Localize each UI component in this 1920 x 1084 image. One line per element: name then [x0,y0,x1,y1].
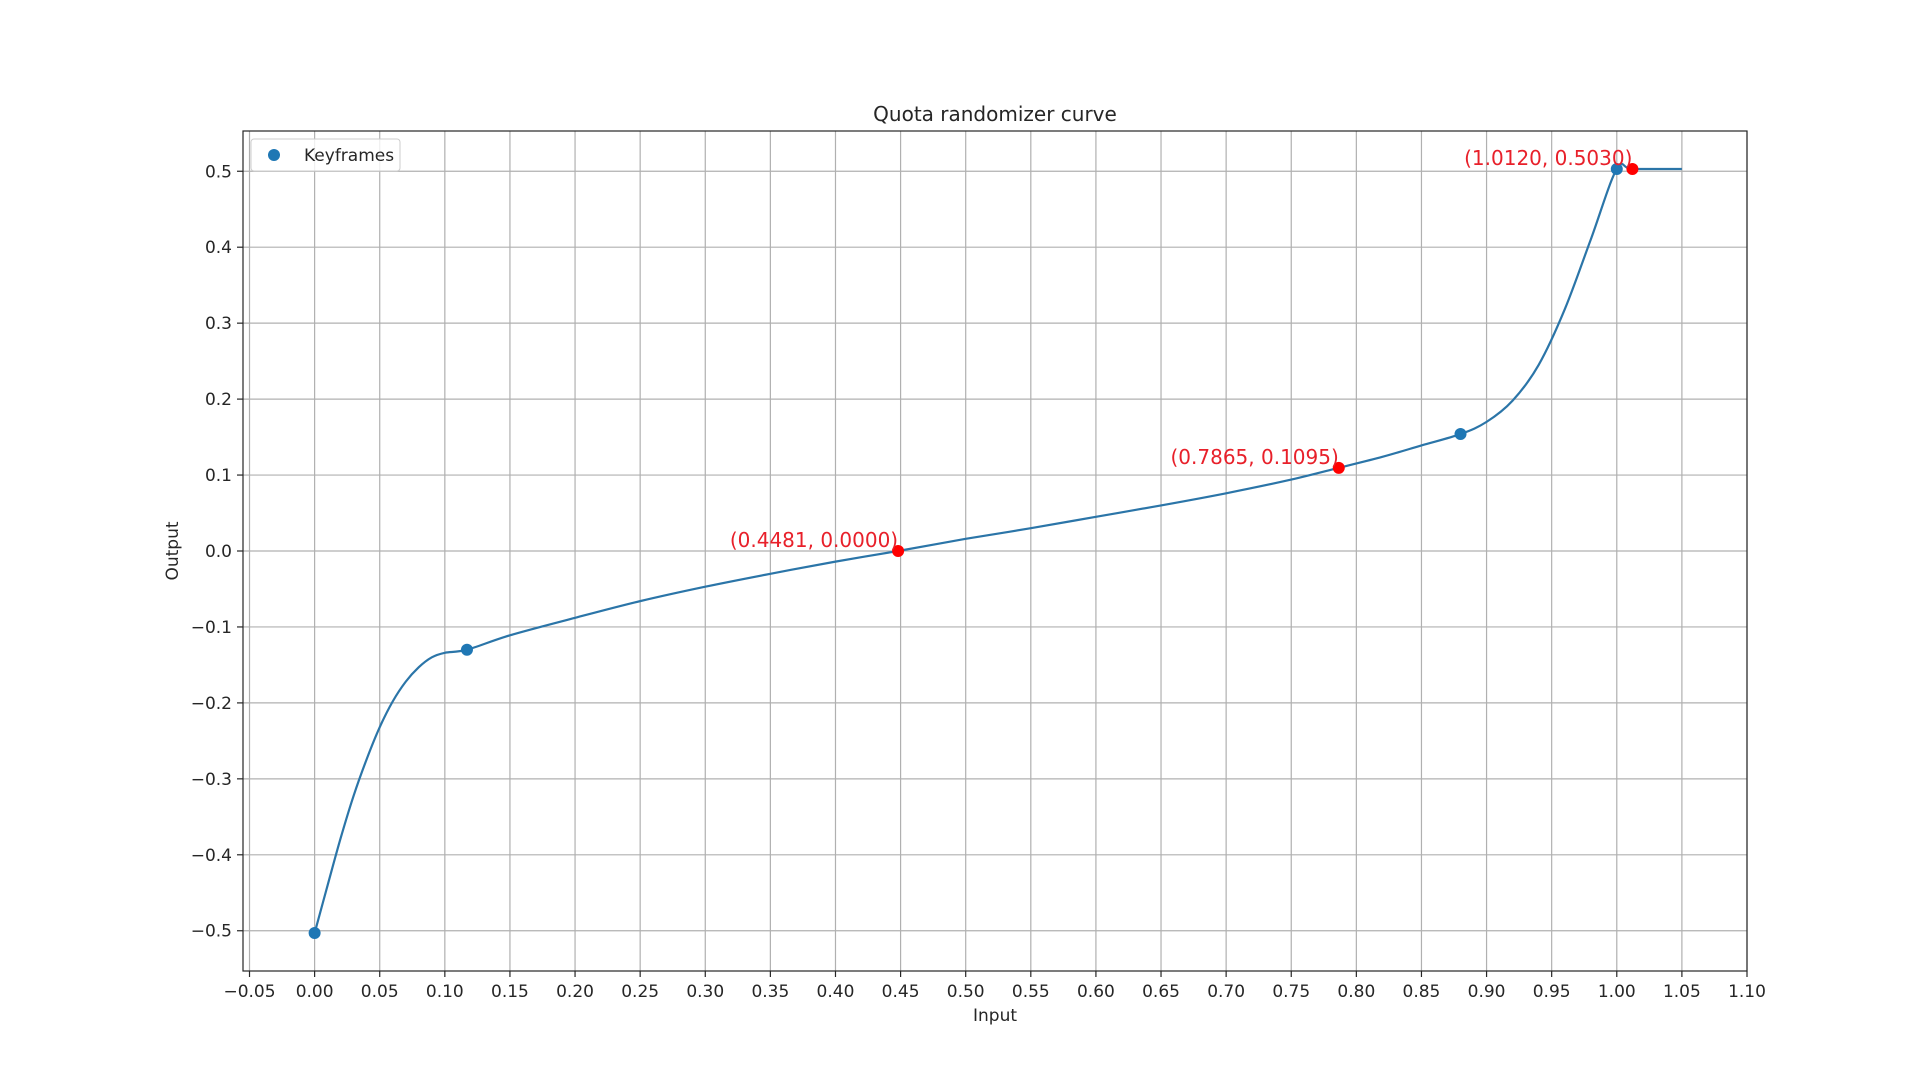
x-tick-label: 0.10 [426,982,464,1002]
x-tick-label: 0.50 [947,982,985,1002]
legend: Keyframes [250,138,401,172]
x-tick-label: 1.00 [1598,982,1636,1002]
y-tick-label: −0.3 [191,770,232,790]
x-tick-label: 0.80 [1337,982,1375,1002]
x-tick-label: 0.60 [1077,982,1115,1002]
legend-keyframe-marker [268,149,280,161]
keyframe-point [1610,162,1623,175]
keyframe-point [1454,428,1467,441]
x-tick-label: 0.65 [1142,982,1180,1002]
highlight-annotation: (1.0120, 0.5030) [1464,146,1632,170]
x-tick-label: 0.70 [1207,982,1245,1002]
grid-layer [243,131,1748,971]
keyframe-layer [308,162,1623,940]
highlight-point [892,545,905,557]
x-tick-label: 0.30 [686,982,724,1002]
y-axis-ticks: −0.5 −0.4 −0.3 −0.2 −0.1 0.0 0.1 0.2 0.3 0.4 0.5 [191,162,243,942]
x-tick-label: 1.10 [1728,982,1766,1002]
x-axis-title: Input [973,1006,1017,1026]
x-tick-label: 0.85 [1403,982,1441,1002]
y-tick-label: −0.1 [191,618,232,638]
legend-box [250,138,401,172]
legend-label-keyframes: Keyframes [304,146,394,166]
x-tick-label: 0.20 [556,982,594,1002]
plot-frame [242,130,1748,972]
x-tick-label: 0.35 [751,982,789,1002]
y-tick-label: −0.5 [191,922,232,942]
highlight-annotation: (0.4481, 0.0000) [730,528,898,552]
x-tick-label: 0.40 [817,982,855,1002]
keyframe-point [460,643,473,656]
highlight-point [1626,162,1639,175]
x-tick-label: −0.05 [223,982,275,1002]
y-tick-label: −0.2 [191,694,232,714]
y-tick-label: 0.0 [205,542,232,562]
x-tick-label: 1.05 [1663,982,1701,1002]
x-tick-label: 0.45 [882,982,920,1002]
y-tick-label: 0.5 [205,162,232,182]
y-tick-label: 0.4 [205,238,232,258]
highlight-layer: (0.4481, 0.0000) (0.7865, 0.1095) (1.0120,… [730,146,1639,557]
y-tick-label: −0.4 [191,846,232,866]
x-tick-label: 0.90 [1468,982,1506,1002]
x-axis-ticks: −0.05 0.00 0.05 0.10 0.15 0.20 0.25 0.30 0.35 0.4… [223,971,1766,1002]
y-tick-label: 0.2 [205,390,232,410]
x-tick-label: 0.05 [361,982,399,1002]
y-tick-label: 0.3 [205,314,232,334]
y-axis-title: Output [163,521,183,580]
x-tick-label: 0.95 [1533,982,1571,1002]
highlight-annotation: (0.7865, 0.1095) [1170,445,1338,469]
chart-title: Quota randomizer curve [873,102,1117,126]
x-tick-label: 0.00 [296,982,334,1002]
keyframe-point [308,927,321,940]
x-tick-label: 0.25 [621,982,659,1002]
x-tick-label: 0.75 [1272,982,1310,1002]
x-tick-label: 0.15 [491,982,529,1002]
y-tick-label: 0.1 [205,466,232,486]
highlight-point [1332,461,1345,474]
x-tick-label: 0.55 [1012,982,1050,1002]
